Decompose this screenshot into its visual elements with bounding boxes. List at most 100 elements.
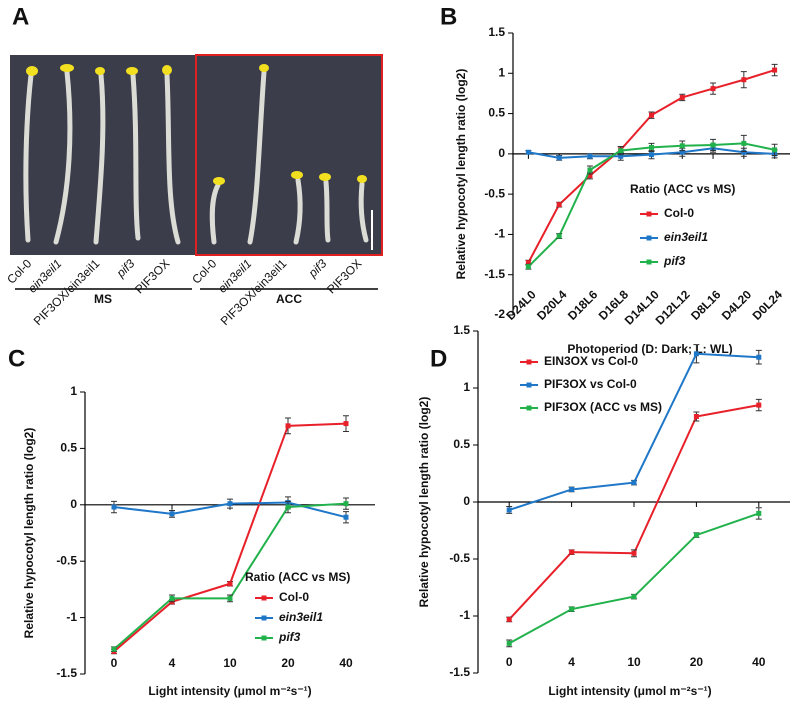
data-point	[741, 149, 747, 155]
data-point	[506, 507, 512, 513]
data-point	[741, 77, 747, 83]
data-point	[227, 501, 233, 507]
legend-label: ein3eil1	[279, 610, 323, 624]
data-point	[693, 532, 699, 538]
legend-marker	[261, 635, 267, 641]
data-point	[649, 112, 654, 118]
data-point	[756, 354, 762, 360]
y-tick-label: -1.5	[56, 666, 77, 680]
panel-letter: B	[440, 3, 457, 30]
data-point	[111, 504, 117, 510]
y-tick-label: 0.5	[60, 441, 77, 455]
data-point	[556, 155, 562, 161]
y-axis-label: Relative hypocotyl length ratio (log2)	[417, 397, 431, 608]
legend-label: ein3eil1	[664, 230, 708, 244]
sample-label: PIF3OX	[324, 256, 364, 296]
x-tick-label: 20	[690, 655, 704, 669]
x-tick-label: D0L24	[750, 287, 786, 323]
x-axis-label: Light intensity (μmol m⁻²s⁻¹)	[548, 684, 711, 698]
x-tick-label: 40	[339, 656, 353, 670]
x-axis-label: Photoperiod (D: Dark; L: WL)	[567, 342, 732, 356]
data-point	[343, 514, 349, 520]
y-tick-label: -1.5	[484, 267, 505, 281]
y-tick-label: 0	[463, 494, 470, 508]
sample-label: PIF3OX/ein3eil1	[31, 256, 103, 328]
data-point	[556, 202, 562, 208]
panel-letter: A	[12, 3, 29, 30]
data-point	[506, 640, 512, 646]
data-point	[710, 142, 716, 148]
x-tick-label: 0	[506, 655, 513, 669]
y-tick-label: 0	[70, 497, 77, 511]
photo-acc	[195, 54, 383, 256]
x-tick-label: 40	[752, 655, 766, 669]
legend-label: PIF3OX vs Col-0	[544, 377, 637, 391]
data-point	[569, 486, 575, 492]
data-point	[679, 149, 685, 155]
x-tick-label: D12L12	[653, 287, 693, 327]
series-line	[527, 69, 775, 264]
data-point	[556, 233, 562, 239]
x-tick-label: 0	[111, 656, 118, 670]
x-tick-label: 10	[223, 656, 237, 670]
sample-label: Col-0	[189, 256, 219, 286]
data-point	[631, 594, 637, 600]
data-point	[587, 153, 593, 159]
legend-label: Col-0	[279, 590, 309, 604]
y-tick-label: 1	[463, 380, 470, 394]
x-tick-label: 4	[568, 655, 575, 669]
y-tick-label: 1	[498, 65, 505, 79]
x-tick-label: D18L6	[565, 287, 601, 323]
legend-label: PIF3OX (ACC vs MS)	[544, 400, 662, 414]
data-point	[343, 421, 349, 427]
data-point	[679, 94, 685, 100]
data-point	[741, 140, 747, 146]
data-point	[169, 511, 175, 517]
data-point	[227, 595, 233, 601]
legend-marker	[526, 359, 532, 365]
data-point	[631, 550, 637, 556]
x-tick-label: D4L20	[719, 287, 755, 323]
data-point	[693, 414, 699, 419]
panel-letter: D	[430, 345, 447, 372]
y-tick-label: -0.5	[56, 553, 77, 567]
data-point	[587, 173, 593, 179]
y-tick-label: -1.5	[449, 665, 470, 679]
y-tick-label: -0.5	[449, 551, 470, 565]
data-point	[285, 504, 291, 510]
sample-label: pif3	[113, 256, 138, 281]
series-line	[527, 142, 775, 268]
sample-label: PIF3OX	[132, 256, 172, 296]
legend-marker	[526, 382, 532, 388]
data-point	[618, 153, 624, 159]
y-tick-label: 0.5	[488, 106, 505, 120]
data-point	[649, 152, 654, 158]
data-point	[649, 144, 654, 150]
legend-marker	[261, 595, 267, 601]
legend-label: Col-0	[664, 206, 694, 220]
y-tick-label: 1	[70, 384, 77, 398]
y-axis-label: Relative hypocotyl length ratio (log2)	[454, 69, 468, 280]
data-point	[756, 510, 762, 516]
data-point	[227, 581, 233, 587]
data-point	[525, 264, 531, 270]
x-axis-label: Light intensity (μmol m⁻²s⁻¹)	[148, 684, 311, 698]
y-tick-label: 1.5	[488, 25, 505, 39]
group-label: ACC	[276, 292, 302, 306]
data-point	[169, 595, 175, 601]
y-axis-label: Relative hypocotyl length ratio (log2)	[22, 428, 36, 639]
data-point	[525, 260, 531, 266]
x-tick-label: 4	[169, 656, 176, 670]
data-point	[343, 501, 349, 507]
data-point	[587, 167, 593, 173]
legend-marker	[646, 259, 652, 265]
data-point	[756, 402, 762, 408]
data-point	[618, 148, 624, 154]
x-tick-label: D20L4	[534, 287, 570, 323]
y-tick-label: -0.5	[484, 186, 505, 200]
data-point	[679, 143, 685, 149]
legend-label: EIN3OX vs Col-0	[544, 354, 638, 368]
data-point	[631, 480, 637, 486]
y-tick-label: -1	[459, 608, 470, 622]
